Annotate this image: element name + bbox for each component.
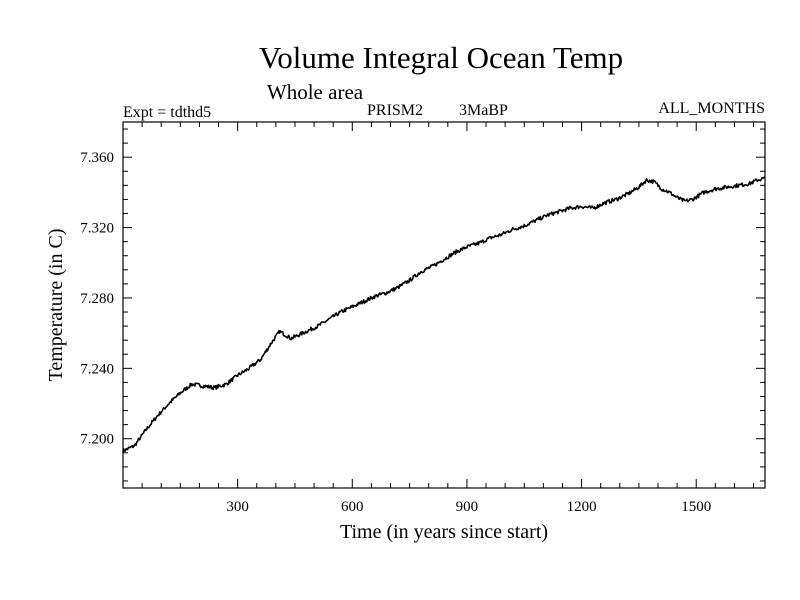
x-tick-label: 300 (226, 499, 249, 515)
series-line (122, 176, 766, 454)
y-tick-label: 7.360 (80, 150, 114, 166)
x-tick-label: 1200 (567, 499, 597, 515)
x-tick-labels: 300 600 900 1200 1500 (226, 499, 711, 515)
x-tick-label: 1500 (681, 499, 711, 515)
x-axis-label: Time (in years since start) (340, 521, 548, 543)
tick-marks (123, 122, 765, 488)
header-months: ALL_MONTHS (658, 100, 765, 117)
y-tick-label: 7.280 (80, 291, 114, 307)
x-tick-label: 600 (341, 499, 364, 515)
y-tick-label: 7.240 (80, 361, 114, 377)
y-axis-label: Temperature (in C) (45, 229, 67, 382)
header-prism: PRISM2 (367, 102, 423, 119)
x-tick-label: 900 (456, 499, 479, 515)
header-experiment: Expt = tdthd5 (123, 104, 211, 121)
y-tick-label: 7.320 (80, 221, 114, 237)
header-age: 3MaBP (459, 102, 508, 119)
y-tick-label: 7.200 (80, 432, 114, 448)
plot-frame (122, 121, 766, 489)
chart-title: Volume Integral Ocean Temp (259, 40, 623, 75)
y-tick-labels: 7.200 7.240 7.280 7.320 7.360 (80, 150, 114, 448)
chart-subtitle: Whole area (267, 80, 364, 104)
